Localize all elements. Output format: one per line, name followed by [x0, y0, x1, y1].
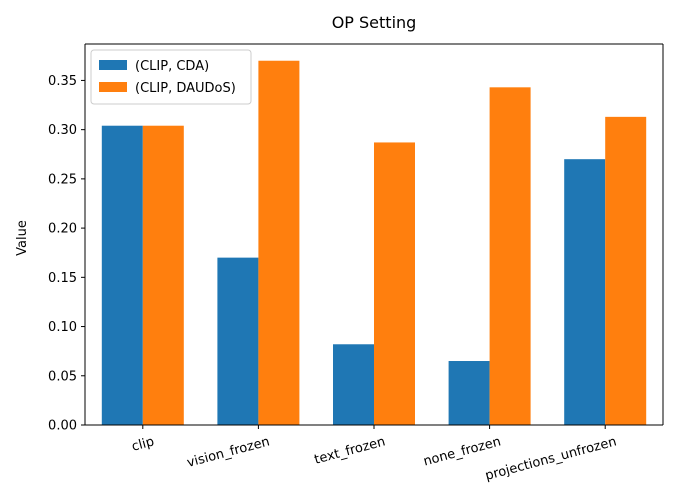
x-tick-label-clip: clip	[130, 434, 156, 454]
bars-layer	[101, 60, 647, 426]
bar-series1-clip	[101, 125, 143, 425]
legend-swatch-2	[99, 82, 127, 92]
y-tick-label: 0.35	[48, 74, 77, 89]
x-tick-label-text_frozen: text_frozen	[313, 434, 387, 467]
bar-series2-none_frozen	[489, 87, 531, 425]
x-tick-label-projections_unfrozen: projections_unfrozen	[484, 434, 619, 484]
y-tick-label: 0.25	[48, 172, 77, 187]
y-tick-label: 0.15	[48, 271, 77, 286]
y-tick-label: 0.05	[48, 369, 77, 384]
y-tick-label: 0.20	[48, 222, 77, 237]
bar-series2-projections_unfrozen	[605, 116, 647, 425]
bar-series1-text_frozen	[333, 344, 374, 425]
x-tick-label-vision_frozen: vision_frozen	[185, 434, 271, 471]
x-tick-label-none_frozen: none_frozen	[422, 434, 503, 469]
legend-label-2: (CLIP, DAUDoS)	[135, 81, 236, 96]
y-axis-label: Value	[15, 220, 30, 256]
legend-box	[90, 49, 252, 105]
bar-series1-projections_unfrozen	[564, 159, 606, 426]
y-tick-label: 0.00	[48, 419, 77, 434]
chart-title: OP Setting	[332, 13, 417, 32]
y-tick-label: 0.30	[48, 123, 77, 138]
bar-series1-vision_frozen	[217, 257, 259, 425]
bar-series2-clip	[142, 125, 184, 425]
bar-series1-none_frozen	[448, 361, 490, 425]
legend-label-1: (CLIP, CDA)	[135, 59, 209, 74]
y-tick-label: 0.10	[48, 320, 77, 335]
bar-series2-vision_frozen	[258, 60, 300, 425]
legend: (CLIP, CDA) (CLIP, DAUDoS)	[90, 49, 252, 105]
legend-swatch-1	[99, 60, 127, 70]
bar-series2-text_frozen	[374, 142, 415, 425]
